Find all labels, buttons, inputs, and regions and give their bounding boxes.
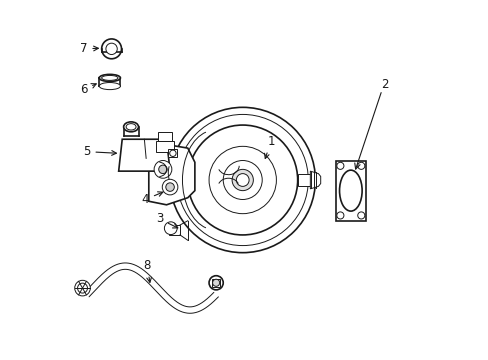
Text: 3: 3	[155, 212, 178, 228]
Ellipse shape	[102, 76, 118, 80]
Text: 6: 6	[80, 83, 96, 96]
Circle shape	[170, 107, 315, 253]
Circle shape	[177, 114, 307, 246]
Bar	[168, 149, 177, 157]
Bar	[157, 132, 171, 141]
Bar	[335, 161, 365, 221]
Text: 4: 4	[141, 192, 163, 206]
Circle shape	[187, 125, 297, 235]
Circle shape	[357, 162, 364, 169]
Bar	[211, 279, 220, 287]
Circle shape	[106, 43, 117, 54]
Circle shape	[357, 212, 364, 219]
Bar	[169, 225, 180, 235]
Polygon shape	[119, 139, 170, 171]
Ellipse shape	[99, 75, 120, 81]
Circle shape	[159, 165, 167, 174]
Circle shape	[75, 280, 90, 296]
Circle shape	[236, 174, 248, 186]
Ellipse shape	[126, 123, 136, 130]
Circle shape	[162, 179, 178, 195]
Circle shape	[209, 146, 276, 214]
Polygon shape	[148, 145, 195, 205]
Circle shape	[169, 150, 176, 157]
Circle shape	[336, 212, 343, 219]
Text: 5: 5	[83, 145, 116, 158]
Circle shape	[209, 276, 223, 290]
Bar	[297, 174, 311, 186]
Circle shape	[154, 161, 171, 178]
Circle shape	[165, 183, 174, 192]
Bar	[156, 141, 173, 152]
Text: 7: 7	[80, 42, 98, 55]
Circle shape	[212, 279, 219, 286]
Circle shape	[164, 222, 177, 235]
Text: 8: 8	[143, 258, 151, 282]
Ellipse shape	[123, 122, 138, 132]
Circle shape	[223, 161, 262, 199]
Ellipse shape	[99, 82, 120, 90]
Ellipse shape	[339, 170, 362, 211]
Polygon shape	[310, 171, 320, 189]
Text: 2: 2	[380, 78, 387, 91]
Circle shape	[232, 169, 253, 191]
Circle shape	[78, 283, 87, 293]
Circle shape	[102, 39, 121, 59]
Text: 1: 1	[264, 135, 274, 158]
Circle shape	[336, 162, 343, 169]
